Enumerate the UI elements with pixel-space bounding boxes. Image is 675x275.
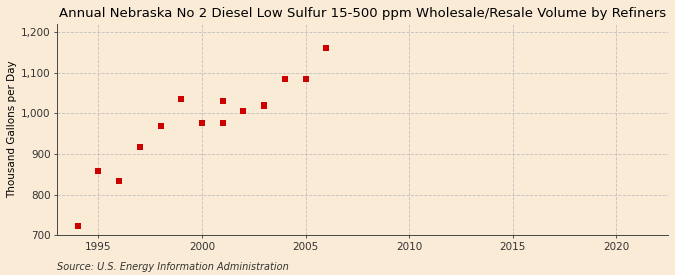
Point	[321, 46, 331, 51]
Point	[238, 109, 249, 114]
Text: Source: U.S. Energy Information Administration: Source: U.S. Energy Information Administ…	[57, 262, 289, 272]
Y-axis label: Thousand Gallons per Day: Thousand Gallons per Day	[7, 61, 17, 198]
Point	[300, 76, 311, 81]
Point	[279, 76, 290, 81]
Point	[259, 103, 269, 108]
Point	[113, 179, 124, 183]
Point	[93, 169, 104, 173]
Point	[72, 223, 83, 228]
Point	[155, 123, 166, 128]
Point	[196, 121, 207, 126]
Title: Annual Nebraska No 2 Diesel Low Sulfur 15-500 ppm Wholesale/Resale Volume by Ref: Annual Nebraska No 2 Diesel Low Sulfur 1…	[59, 7, 666, 20]
Point	[217, 99, 228, 103]
Point	[176, 97, 187, 101]
Point	[217, 121, 228, 126]
Point	[134, 144, 145, 149]
Point	[259, 104, 269, 108]
